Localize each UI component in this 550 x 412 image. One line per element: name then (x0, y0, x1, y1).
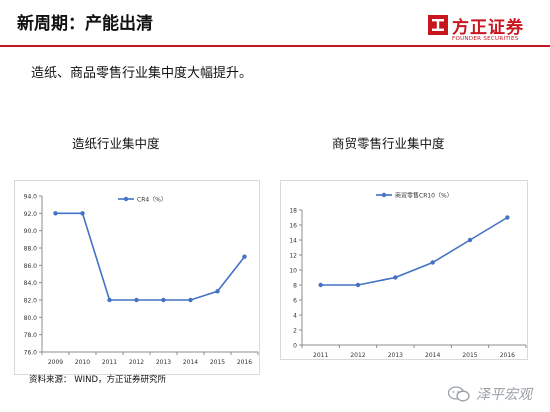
chart1-x-tick-label: 2013 (156, 359, 171, 366)
founder-logo-icon (428, 15, 448, 35)
chart1-x-tick-label: 2012 (129, 359, 144, 366)
source-note: 资料来源： WIND，方正证券研究所 (29, 375, 167, 385)
chart1-plot-frame (14, 180, 260, 375)
chart1-y-tick-label: 76.0 (24, 350, 38, 357)
chart1-data-point (80, 211, 85, 216)
chart1-data-point (134, 297, 139, 303)
page-title: 新周期：产能出清 (17, 14, 153, 34)
logo-chinese-name: 方正证券 (452, 18, 524, 38)
chart2-y-tick-label: 12 (289, 253, 297, 260)
chart1-y-tick-label: 94.0 (24, 194, 38, 201)
chart2-plot-frame (280, 180, 528, 360)
chart2-data-point (318, 282, 323, 288)
chart2-data-point (430, 260, 435, 265)
company-logo: 方正证券 FOUNDER SECURITIES (428, 13, 540, 47)
chart1-y-tick-label: 84.0 (24, 280, 38, 287)
chart1-data-point (215, 289, 220, 294)
chart1-y-tick-label: 80.0 (24, 315, 38, 322)
chart1-y-tick-label: 92.0 (24, 211, 38, 218)
chart2-x-tick-label: 2012 (350, 352, 365, 359)
chart1-y-tick-label: 86.0 (24, 263, 38, 270)
chart1-x-tick-label: 2014 (183, 359, 198, 366)
retail-concentration-chart: 0 2 4 6 8 10 12 14 16 18 2011 2012 2013 2014 2015 2016 商… (280, 180, 528, 360)
chart2-data-point (467, 237, 473, 243)
chart1-data-point (242, 254, 247, 259)
chart2-y-tick-label: 8 (293, 283, 297, 290)
chart1-legend-marker (123, 196, 129, 202)
chart1-y-tick-label: 90.0 (24, 228, 38, 235)
chart1-x-tick-label: 2011 (102, 359, 117, 366)
chart1-data-point (161, 297, 166, 303)
chart1-x-tick-label: 2010 (75, 359, 90, 366)
logo-english-name: FOUNDER SECURITIES (452, 36, 519, 42)
chart2-y-tick-label: 18 (289, 208, 297, 215)
chart2-x-tick-label: 2015 (462, 352, 477, 359)
chart1-x-tick-label: 2009 (48, 359, 63, 366)
chart1-data-point (53, 211, 58, 216)
chart2-data-point (393, 275, 398, 280)
chart1-y-tick-label: 82.0 (24, 298, 38, 305)
paper-concentration-chart: 76.0 78.0 80.0 82.0 84.0 86.0 88.0 90.0 92.0 94.0… (14, 180, 260, 375)
chart2-y-tick-label: 6 (293, 298, 297, 305)
chart1-y-tick-label: 88.0 (24, 246, 38, 253)
slide-subtitle: 造纸、商品零售行业集中度大幅提升。 (31, 66, 253, 81)
chart1-data-point (107, 297, 112, 303)
title-divider (0, 45, 550, 47)
chart1-data-point (188, 297, 193, 303)
chart2-y-tick-label: 10 (289, 268, 297, 275)
chart1-y-tick-label: 78.0 (24, 332, 38, 339)
chart2-y-tick-label: 4 (293, 313, 297, 320)
chart2-x-tick-label: 2016 (500, 352, 515, 359)
chart1-x-tick-label: 2015 (210, 359, 225, 366)
chart2-y-tick-label: 2 (293, 328, 297, 335)
chart2-y-tick-label: 0 (293, 343, 297, 350)
chart2-title: 商贸零售行业集中度 (332, 136, 445, 151)
chart2-data-point (505, 215, 510, 220)
chart2-data-point (355, 282, 361, 288)
chart1-title: 造纸行业集中度 (72, 136, 160, 151)
chart2-x-tick-label: 2014 (425, 352, 440, 359)
chart2-series-line (320, 216, 508, 286)
chart2-y-tick-label: 16 (289, 223, 297, 230)
watermark-text: 泽平宏观 (476, 387, 532, 403)
chart1-legend-label: CR4（%） (137, 197, 167, 204)
chart1-x-tick-label: 2016 (237, 359, 252, 366)
chart2-y-tick-label: 14 (289, 238, 297, 245)
chart2-x-tick-label: 2011 (313, 352, 328, 359)
chart2-legend-marker (381, 192, 387, 198)
chart2-legend-label: 商贸零售CR10（%） (395, 192, 453, 200)
wechat-icon (448, 386, 470, 402)
chart1-series-line (55, 212, 246, 301)
chart2-x-tick-label: 2013 (388, 352, 403, 359)
